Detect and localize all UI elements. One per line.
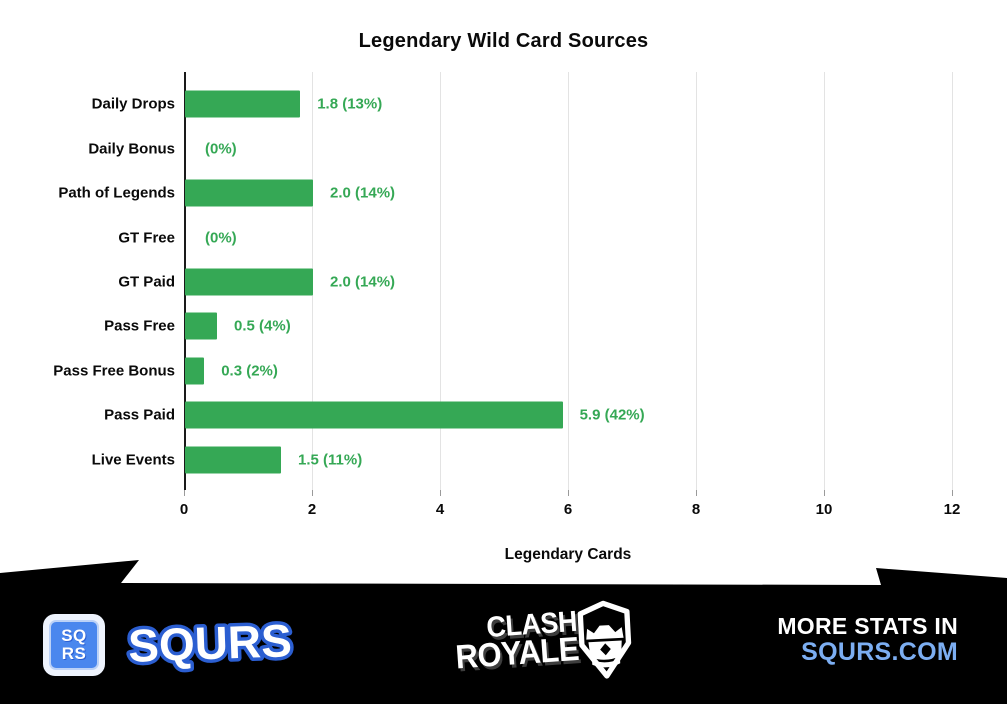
bar-rows: Daily Drops 1.8 (13%) Daily Bonus (0%) Path … (53, 82, 952, 482)
category-label: Pass Free Bonus (53, 362, 175, 380)
bar-row: Daily Drops 1.8 (13%) (92, 82, 952, 126)
value-label: (0%) (205, 229, 237, 247)
category-label: Pass Free (104, 317, 175, 335)
value-label: 5.9 (42%) (579, 406, 645, 424)
bar-row: Daily Bonus (0%) (88, 126, 952, 170)
category-label: Pass Paid (104, 406, 175, 424)
bar-row: Path of Legends 2.0 (14%) (58, 171, 952, 215)
x-axis-tick (184, 490, 185, 496)
chart-title: Legendary Wild Card Sources (358, 30, 649, 52)
category-label: GT Paid (118, 273, 175, 291)
squrs-badge-inner: SQ RS (49, 620, 99, 670)
x-axis-tick (312, 490, 313, 496)
x-axis-tick (696, 490, 697, 496)
bar (185, 90, 301, 118)
squrs-badge-line1: SQ (61, 626, 87, 645)
more-stats-line1: MORE STATS IN (777, 613, 958, 639)
squrs-wordmark-text: SQURS (127, 614, 292, 672)
gridline (440, 72, 441, 490)
x-tick-label: 4 (435, 501, 445, 518)
bar-row: GT Paid 2.0 (14%) (118, 260, 952, 304)
bar (185, 357, 205, 385)
category-label: Path of Legends (58, 184, 175, 202)
x-tick-label: 12 (943, 501, 961, 518)
clash-royale-shield-icon (577, 600, 632, 679)
value-label: 0.3 (2%) (221, 362, 278, 380)
category-label: Daily Bonus (88, 140, 175, 158)
bar-row: Pass Free 0.5 (4%) (104, 304, 952, 348)
gridline (952, 72, 953, 490)
value-label: 0.5 (4%) (234, 317, 291, 335)
bar-row: GT Free (0%) (118, 215, 952, 259)
value-label: 2.0 (14%) (330, 273, 396, 291)
category-label: Daily Drops (91, 95, 175, 113)
squrs-logo: SQ RS SQURS (43, 611, 305, 678)
x-axis-tick (824, 490, 825, 496)
value-label: 1.8 (13%) (317, 95, 383, 113)
x-tick-label: 10 (815, 501, 833, 518)
bar (185, 401, 563, 429)
bar (185, 179, 313, 207)
squrs-wordmark: SQURS (124, 611, 296, 676)
bar-row: Live Events 1.5 (11%) (92, 438, 952, 482)
x-axis-tick (568, 490, 569, 496)
gridline (824, 72, 825, 490)
squrs-badge-line2: RS (61, 644, 87, 663)
category-label: Live Events (91, 451, 175, 469)
category-label: GT Free (118, 229, 175, 247)
squrs-badge-icon: SQ RS (43, 614, 105, 676)
bar-row: Pass Paid 5.9 (42%) (104, 393, 952, 437)
value-label: 1.5 (11%) (298, 451, 363, 469)
clash-royale-wordmark: CLASH ROYALE (436, 605, 580, 677)
bar (185, 268, 313, 296)
x-tick-label: 8 (691, 501, 701, 518)
bar (185, 446, 281, 474)
plot-area: Daily Drops 1.8 (13%) Daily Bonus (0%) Path … (53, 72, 960, 518)
x-axis-tick (440, 490, 441, 496)
value-label: 2.0 (14%) (330, 184, 396, 202)
gridline (696, 72, 697, 490)
x-tick-label: 0 (179, 501, 189, 518)
clash-royale-line2: ROYALE (454, 629, 580, 677)
bar-row: Pass Free Bonus 0.3 (2%) (53, 349, 952, 393)
x-tick-label: 6 (563, 501, 573, 518)
bar (185, 312, 217, 340)
gridline (568, 72, 569, 490)
x-axis-label: Legendary Cards (504, 546, 632, 563)
x-tick-label: 2 (307, 501, 317, 518)
footer-banner: SQ RS SQURS CLASH ROYALE (0, 560, 1007, 704)
x-axis-tick (952, 490, 953, 496)
more-stats-line2: SQURS.COM (801, 638, 958, 666)
value-label: (0%) (205, 140, 237, 158)
more-stats-text: MORE STATS IN SQURS.COM (777, 614, 958, 666)
